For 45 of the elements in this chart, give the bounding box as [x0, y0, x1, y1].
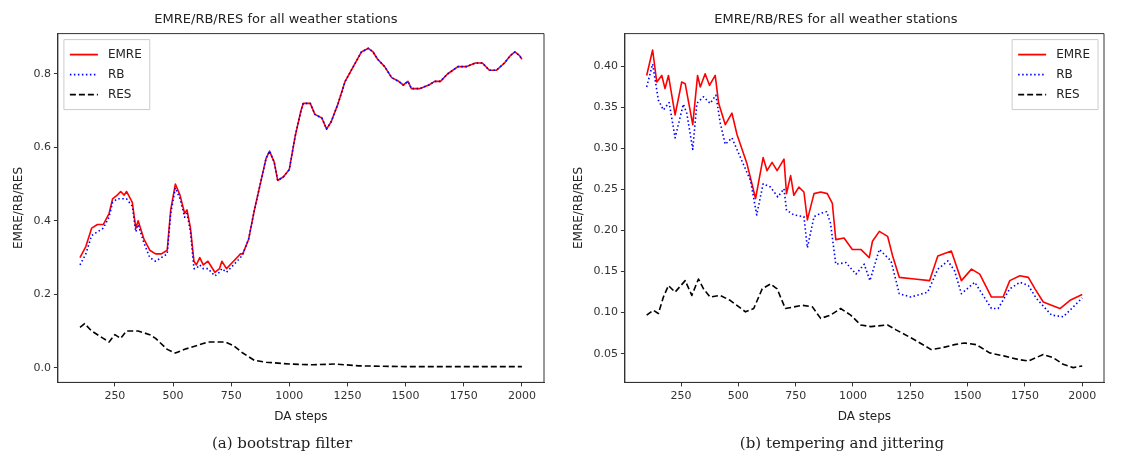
x-axis-title: DA steps	[837, 408, 892, 423]
x-tick-label: 500	[727, 388, 749, 402]
x-tick-label: 2000	[1068, 388, 1097, 402]
chart-title: EMRE/RB/RES for all weather stations	[714, 11, 958, 27]
y-axis-title: EMRE/RB/RES	[11, 166, 26, 250]
legend-label: RES	[1056, 86, 1080, 101]
y-tick-label: 0.8	[33, 66, 51, 80]
y-tick-label: 0.6	[33, 140, 51, 154]
x-tick-label: 1750	[449, 388, 478, 402]
x-tick-label: 250	[104, 388, 126, 402]
y-tick-label: 0.4	[33, 213, 51, 227]
line-series	[79, 322, 523, 368]
x-tick-label: 2000	[507, 388, 536, 402]
legend-label: RB	[1056, 66, 1073, 81]
y-tick-label: 0.30	[593, 141, 618, 155]
x-tick-label: 1250	[333, 388, 362, 402]
y-tick-label: 0.20	[593, 223, 618, 237]
x-tick-label: 750	[785, 388, 807, 402]
legend-label: EMRE	[1056, 46, 1090, 61]
y-tick-label: 0.2	[33, 287, 51, 301]
x-axis-title: DA steps	[274, 408, 328, 423]
y-tick-label: 0.15	[593, 264, 618, 278]
legend-label: EMRE	[107, 46, 142, 61]
legend-label: RES	[107, 86, 132, 101]
y-axis-title: EMRE/RB/RES	[571, 166, 586, 250]
x-tick-label: 1000	[838, 388, 867, 402]
x-tick-label: 250	[670, 388, 692, 402]
line-series	[645, 278, 1084, 369]
x-tick-label: 1000	[275, 388, 304, 402]
legend-label: RB	[107, 66, 125, 81]
y-tick-label: 0.0	[33, 360, 51, 374]
y-tick-label: 0.40	[593, 59, 618, 73]
x-tick-label: 1500	[391, 388, 420, 402]
x-tick-label: 1750	[1010, 388, 1039, 402]
y-tick-label: 0.35	[593, 100, 618, 114]
text: (b) tempering and jittering	[738, 434, 946, 452]
y-tick-label: 0.05	[593, 346, 618, 360]
text: (a) bootstrap filter	[210, 434, 354, 452]
x-tick-label: 750	[220, 388, 242, 402]
x-tick-label: 500	[162, 388, 184, 402]
chart-title: EMRE/RB/RES for all weather stations	[154, 11, 398, 27]
x-tick-label: 1250	[896, 388, 925, 402]
x-tick-label: 1500	[953, 388, 982, 402]
y-tick-label: 0.10	[593, 305, 618, 319]
y-tick-label: 0.25	[593, 182, 618, 196]
